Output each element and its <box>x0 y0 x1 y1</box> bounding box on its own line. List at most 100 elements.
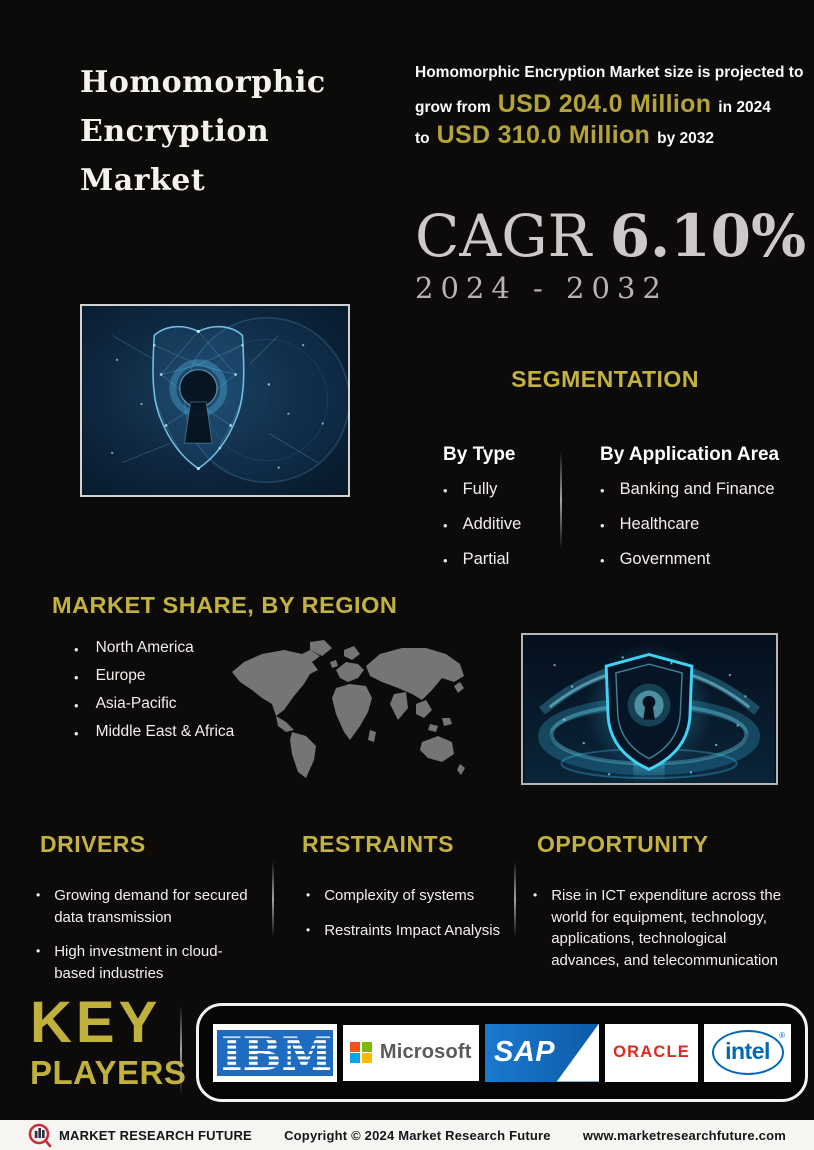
bullet-icon: • <box>36 944 41 958</box>
footer-brand-name: MARKET RESEARCH FUTURE <box>59 1127 252 1143</box>
bullet-icon: • <box>74 642 79 657</box>
world-map-illustration <box>232 640 465 778</box>
restraint-item: Restraints Impact Analysis <box>324 921 501 939</box>
intel-logo: intel ® <box>704 1023 791 1082</box>
bullet-icon: • <box>74 670 79 685</box>
headline-line3: to USD 310.0 Million by 2032 <box>415 121 797 150</box>
page-title-line: Market <box>80 163 206 198</box>
segmentation-heading: SEGMENTATION <box>511 366 699 392</box>
key-players-line1: KEY <box>30 990 162 1055</box>
market-size-2032: USD 310.0 Million <box>436 121 651 149</box>
key-players-heading: KEY PLAYERS <box>30 993 186 1092</box>
by-application-item: Government <box>619 550 711 568</box>
shield-network-illustration <box>82 306 348 495</box>
segmentation-by-type: By Type • Fully • Additive • Partial <box>443 444 521 571</box>
headline-grow-from: grow from <box>415 99 491 116</box>
cagr-value-row: CAGR 6.10% <box>415 205 806 267</box>
page-title-line: Homomorphic <box>80 65 326 100</box>
list-item: • High investment in cloud-based industr… <box>36 941 254 984</box>
list-item: • Growing demand for secured data transm… <box>36 885 254 928</box>
footer-website-link[interactable]: www.marketresearchfuture.com <box>582 1127 786 1143</box>
divider <box>272 862 274 936</box>
driver-item: Growing demand for secured data transmis… <box>54 887 248 926</box>
key-players-logos: IBM Microsoft SAP ORACLE intel ® <box>196 1003 808 1102</box>
market-size-2024: USD 204.0 Million <box>497 90 712 118</box>
footer-bar: MARKET RESEARCH FUTURE Copyright © 2024 … <box>0 1120 814 1150</box>
divider <box>514 862 516 936</box>
cagr-label: CAGR <box>415 202 592 270</box>
list-item: • North America <box>74 639 234 660</box>
list-item: • Restraints Impact Analysis <box>306 920 521 942</box>
market-share-heading: MARKET SHARE, BY REGION <box>52 592 398 618</box>
segmentation-by-application: By Application Area • Banking and Financ… <box>600 444 779 571</box>
opportunity-item: Rise in ICT expenditure across the world… <box>551 887 782 969</box>
bullet-icon: • <box>600 518 605 533</box>
list-item: • Rise in ICT expenditure across the wor… <box>533 885 793 971</box>
bullet-icon: • <box>74 698 79 713</box>
region-item: Europe <box>95 667 146 684</box>
divider <box>180 1006 182 1094</box>
drivers-list: • Growing demand for secured data transm… <box>36 872 254 984</box>
region-list: • North America • Europe • Asia-Pacific … <box>74 632 234 744</box>
bullet-icon: • <box>600 553 605 568</box>
bullet-icon: • <box>443 518 448 533</box>
bullet-icon: • <box>36 888 41 902</box>
cagr-value: 6.10% <box>609 202 807 270</box>
ibm-logo: IBM <box>213 1023 337 1082</box>
bullet-icon: • <box>443 553 448 568</box>
by-application-item: Healthcare <box>619 515 700 533</box>
list-item: • Partial <box>443 550 521 571</box>
market-size-headline: Homomorphic Encryption Market size is pr… <box>415 64 804 152</box>
headline-to: to <box>415 130 430 147</box>
world-map <box>218 638 470 790</box>
microsoft-logo-text: Microsoft <box>379 1041 472 1063</box>
drivers-heading: DRIVERS <box>40 831 146 857</box>
region-item: North America <box>95 639 194 656</box>
list-item: • Asia-Pacific <box>74 695 234 716</box>
registered-mark: ® <box>779 1030 785 1040</box>
bullet-icon: • <box>443 483 448 498</box>
divider <box>560 452 562 548</box>
region-item: Asia-Pacific <box>95 695 177 712</box>
driver-item: High investment in cloud-based industrie… <box>54 943 223 982</box>
list-item: • Middle East & Africa <box>74 723 234 744</box>
list-item: • Fully <box>443 480 521 501</box>
bullet-icon: • <box>533 888 538 902</box>
oracle-logo-text: ORACLE <box>613 1043 690 1061</box>
cagr-block: CAGR 6.10% 2024 - 2032 <box>415 205 806 305</box>
intel-logo-text: intel <box>725 1037 770 1064</box>
restraints-heading: RESTRAINTS <box>302 831 454 857</box>
bullet-icon: • <box>306 922 311 937</box>
intel-oval-icon: intel <box>711 1030 784 1075</box>
by-application-title: By Application Area <box>600 444 780 465</box>
footer-copyright: Copyright © 2024 Market Research Future <box>284 1127 551 1143</box>
sap-logo: SAP <box>485 1023 599 1082</box>
headline-by-2032: by 2032 <box>657 130 715 147</box>
list-item: • Europe <box>74 667 234 688</box>
by-type-item: Partial <box>462 550 510 568</box>
opportunity-heading: OPPORTUNITY <box>537 831 709 857</box>
encryption-shield-network-image <box>80 304 350 497</box>
list-item: • Government <box>600 550 779 571</box>
sap-logo-text: SAP <box>494 1036 556 1068</box>
footer-brand: MARKET RESEARCH FUTURE <box>28 1122 252 1148</box>
list-item: • Complexity of systems <box>306 885 521 907</box>
list-item: • Banking and Finance <box>600 480 779 501</box>
cyber-shield-illustration <box>524 635 775 783</box>
cagr-period: 2024 - 2032 <box>415 271 668 305</box>
page-title-line: Encryption <box>80 114 270 149</box>
bullet-icon: • <box>600 483 605 498</box>
headline-in-2024: in 2024 <box>718 99 771 116</box>
ibm-logo-text: IBM <box>221 1027 332 1081</box>
microsoft-logo: Microsoft <box>343 1024 479 1081</box>
restraint-item: Complexity of systems <box>324 887 475 904</box>
restraints-list: • Complexity of systems • Restraints Imp… <box>306 872 521 941</box>
opportunity-list: • Rise in ICT expenditure across the wor… <box>533 872 793 971</box>
region-item: Middle East & Africa <box>95 723 235 740</box>
list-item: • Additive <box>443 515 521 536</box>
mrf-logo-icon <box>28 1123 52 1148</box>
headline-line1: Homomorphic Encryption Market size is pr… <box>415 64 804 81</box>
by-type-title: By Type <box>443 444 516 465</box>
by-application-item: Banking and Finance <box>619 480 775 498</box>
